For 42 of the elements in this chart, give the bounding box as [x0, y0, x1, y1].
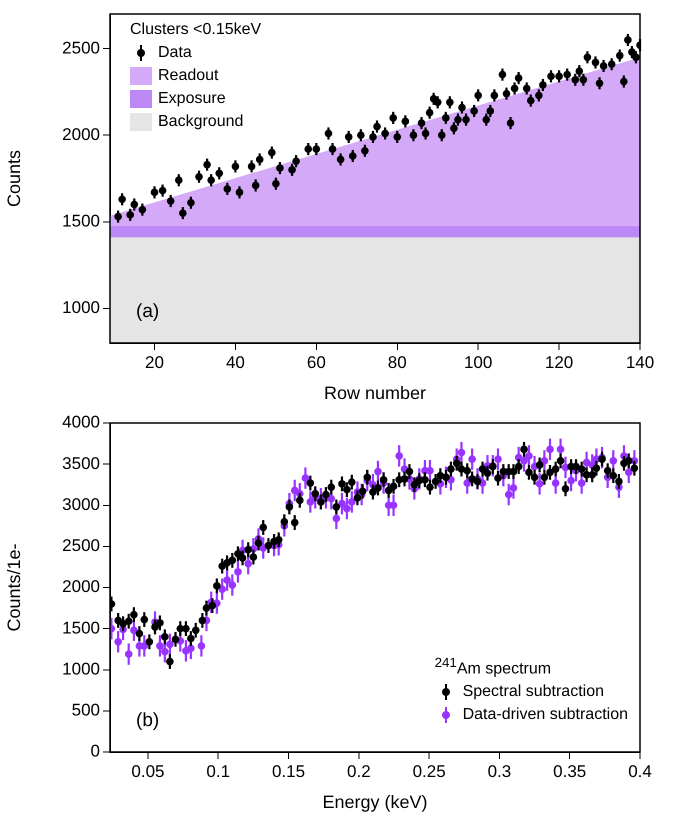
annotation: (b)	[136, 710, 160, 731]
x-axis-title: Energy (keV)	[322, 792, 428, 812]
x-axis-title: Row number	[324, 383, 426, 404]
y-tick-label: 2500	[62, 38, 100, 58]
x-tick-label: 0.1	[206, 762, 230, 781]
x-tick-label: 120	[544, 352, 574, 372]
y-tick-label: 2500	[62, 536, 100, 556]
x-tick-label: 40	[226, 352, 245, 372]
y-tick-label: 3500	[62, 454, 100, 473]
x-tick-label: 140	[626, 352, 654, 372]
y-axis-title: Counts/1e-	[4, 543, 24, 632]
x-tick-label: 100	[464, 352, 492, 372]
y-tick-label: 1000	[62, 298, 100, 318]
x-tick-label: 80	[388, 352, 407, 372]
y-axis-title: Counts	[4, 150, 24, 208]
y-tick-label: 500	[72, 700, 100, 720]
y-tick-label: 3000	[62, 494, 100, 514]
x-tick-label: 0.35	[553, 762, 586, 781]
legend-label: Exposure	[158, 89, 226, 109]
y-tick-label: 1500	[62, 211, 100, 230]
legend-label: Background	[158, 112, 244, 132]
y-tick-label: 2000	[62, 124, 100, 144]
x-tick-label: 0.2	[347, 762, 371, 781]
x-tick-label: 0.25	[412, 762, 446, 781]
legend-label: Data-driven subtraction	[462, 705, 628, 725]
x-tick-label: 0.15	[272, 762, 306, 781]
y-tick-label: 4000	[62, 412, 100, 432]
legend-label: Readout	[158, 66, 218, 86]
y-tick-label: 2000	[62, 577, 100, 596]
x-tick-label: 0.3	[488, 762, 512, 781]
annotation: (a)	[136, 301, 160, 322]
legend-title: Clusters <0.15keV	[130, 20, 262, 40]
x-tick-label: 0.05	[131, 762, 165, 781]
x-tick-label: 60	[306, 352, 326, 372]
x-tick-label: 20	[145, 352, 164, 372]
legend-label: Data	[158, 43, 192, 63]
y-tick-label: 0	[90, 742, 100, 761]
x-tick-label: 0.4	[628, 762, 652, 781]
y-tick-label: 1000	[62, 659, 100, 678]
legend-label: Spectral subtraction	[462, 682, 604, 702]
legend-title: $^{241}$Am spectrum	[434, 654, 552, 679]
y-tick-label: 1500	[62, 618, 100, 638]
